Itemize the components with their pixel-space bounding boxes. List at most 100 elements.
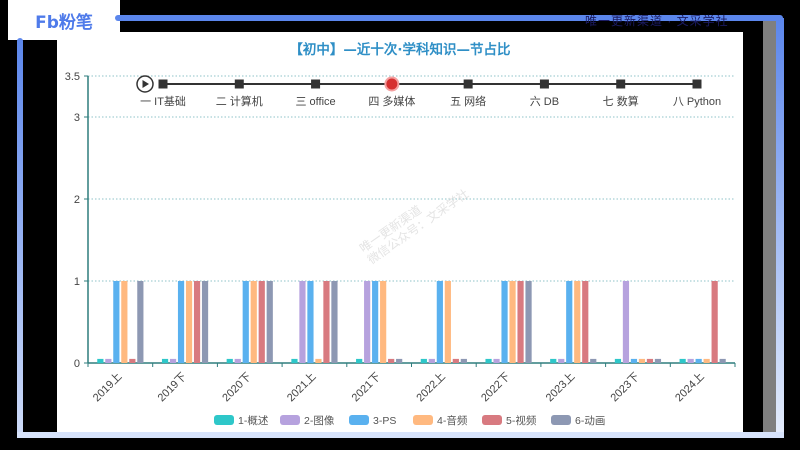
frame-top-bar xyxy=(115,15,783,21)
bar[interactable] xyxy=(485,358,492,363)
timeline-label: 二 计算机 xyxy=(216,94,263,108)
timeline-marker xyxy=(692,79,702,89)
x-tick-label: 2022下 xyxy=(479,371,513,405)
frame-right-bar xyxy=(776,18,784,438)
bar[interactable] xyxy=(614,358,622,363)
bar[interactable] xyxy=(558,358,565,363)
legend-item[interactable]: 5-视频 xyxy=(482,414,537,427)
bar[interactable] xyxy=(396,358,403,363)
bar[interactable] xyxy=(646,358,654,363)
bar[interactable] xyxy=(582,281,589,363)
y-tick-label: 3.5 xyxy=(65,71,80,83)
legend-item[interactable]: 3-PS xyxy=(349,415,396,427)
x-tick-label: 2023下 xyxy=(608,371,642,405)
legend-label: 4-音频 xyxy=(437,414,468,427)
bar[interactable] xyxy=(258,281,265,363)
bar[interactable] xyxy=(315,358,322,363)
bar[interactable] xyxy=(331,281,338,363)
legend-item[interactable]: 4-音频 xyxy=(413,414,468,427)
timeline-item[interactable]: 三 office xyxy=(295,79,336,109)
bar[interactable] xyxy=(452,358,459,363)
legend-label: 3-PS xyxy=(373,415,396,427)
bar[interactable] xyxy=(177,281,185,363)
bar[interactable] xyxy=(356,358,363,363)
bar[interactable] xyxy=(113,281,120,363)
timeline-item[interactable]: 一 IT基础 xyxy=(140,79,186,109)
bar[interactable] xyxy=(679,358,686,363)
frame-right-shadow xyxy=(763,21,776,436)
bar[interactable] xyxy=(566,281,573,363)
x-tick-label: 2019下 xyxy=(156,371,190,405)
bar[interactable] xyxy=(638,358,646,363)
bar[interactable] xyxy=(654,358,662,363)
bar[interactable] xyxy=(364,281,371,363)
legend-item[interactable]: 1-概述 xyxy=(214,414,269,427)
bar[interactable] xyxy=(299,281,306,363)
bar[interactable] xyxy=(129,358,136,363)
timeline-item[interactable]: 四 多媒体 xyxy=(368,76,415,109)
bar[interactable] xyxy=(250,281,257,363)
bar[interactable] xyxy=(161,358,169,363)
bar[interactable] xyxy=(372,281,379,363)
legend-item[interactable]: 6-动画 xyxy=(551,415,605,427)
x-tick-label: 2019上 xyxy=(90,370,124,404)
bar[interactable] xyxy=(695,358,702,363)
timeline-item[interactable]: 六 DB xyxy=(530,79,559,109)
bar[interactable] xyxy=(501,281,508,363)
bar[interactable] xyxy=(380,281,387,363)
bar[interactable] xyxy=(291,358,298,363)
timeline-label: 三 office xyxy=(295,96,335,108)
timeline-item[interactable]: 七 数算 xyxy=(603,79,639,109)
bar[interactable] xyxy=(97,358,104,363)
bar[interactable] xyxy=(420,358,427,363)
timeline-label: 一 IT基础 xyxy=(140,95,186,108)
bar[interactable] xyxy=(703,358,710,363)
bar[interactable] xyxy=(242,281,249,363)
bar[interactable] xyxy=(444,281,451,363)
timeline-item[interactable]: 二 计算机 xyxy=(216,79,263,109)
timeline-active-marker xyxy=(386,78,398,90)
bar[interactable] xyxy=(517,281,524,363)
bar[interactable] xyxy=(307,281,314,363)
legend-swatch xyxy=(413,415,433,425)
bar[interactable] xyxy=(460,358,467,363)
y-tick-label: 0 xyxy=(74,358,80,370)
bar[interactable] xyxy=(266,281,273,363)
bar[interactable] xyxy=(185,281,193,363)
bar[interactable] xyxy=(137,281,144,363)
bar[interactable] xyxy=(428,358,435,363)
bar[interactable] xyxy=(105,358,112,363)
bar[interactable] xyxy=(622,281,630,363)
bar[interactable] xyxy=(630,358,638,363)
bar[interactable] xyxy=(550,358,557,363)
bar[interactable] xyxy=(436,281,443,363)
y-tick-label: 1 xyxy=(74,276,80,288)
bar[interactable] xyxy=(201,281,209,363)
timeline-item[interactable]: 五 网络 xyxy=(450,79,486,109)
chart-title: 【初中】—近十次·学科知识—节占比 xyxy=(289,42,511,58)
bar[interactable] xyxy=(509,281,516,363)
bar[interactable] xyxy=(234,358,241,363)
timeline-item[interactable]: 八 Python xyxy=(673,79,721,109)
bar[interactable] xyxy=(719,358,726,363)
legend-swatch xyxy=(482,415,502,425)
bar[interactable] xyxy=(493,358,500,363)
bar[interactable] xyxy=(388,358,395,363)
frame-bottom-bar xyxy=(17,432,784,438)
timeline-label: 六 DB xyxy=(530,95,559,108)
bar[interactable] xyxy=(687,358,694,363)
legend-item[interactable]: 2-图像 xyxy=(280,415,335,427)
bar[interactable] xyxy=(574,281,581,363)
bar[interactable] xyxy=(711,281,718,363)
bar[interactable] xyxy=(323,281,330,363)
bar[interactable] xyxy=(590,358,597,363)
bar[interactable] xyxy=(226,358,233,363)
timeline-play-button[interactable] xyxy=(136,75,154,93)
timeline-label: 四 多媒体 xyxy=(368,94,415,108)
legend-swatch xyxy=(280,415,300,425)
bar[interactable] xyxy=(121,281,128,363)
timeline-marker xyxy=(311,79,321,89)
bar[interactable] xyxy=(193,281,201,363)
bar[interactable] xyxy=(169,358,177,363)
bar[interactable] xyxy=(525,281,532,363)
